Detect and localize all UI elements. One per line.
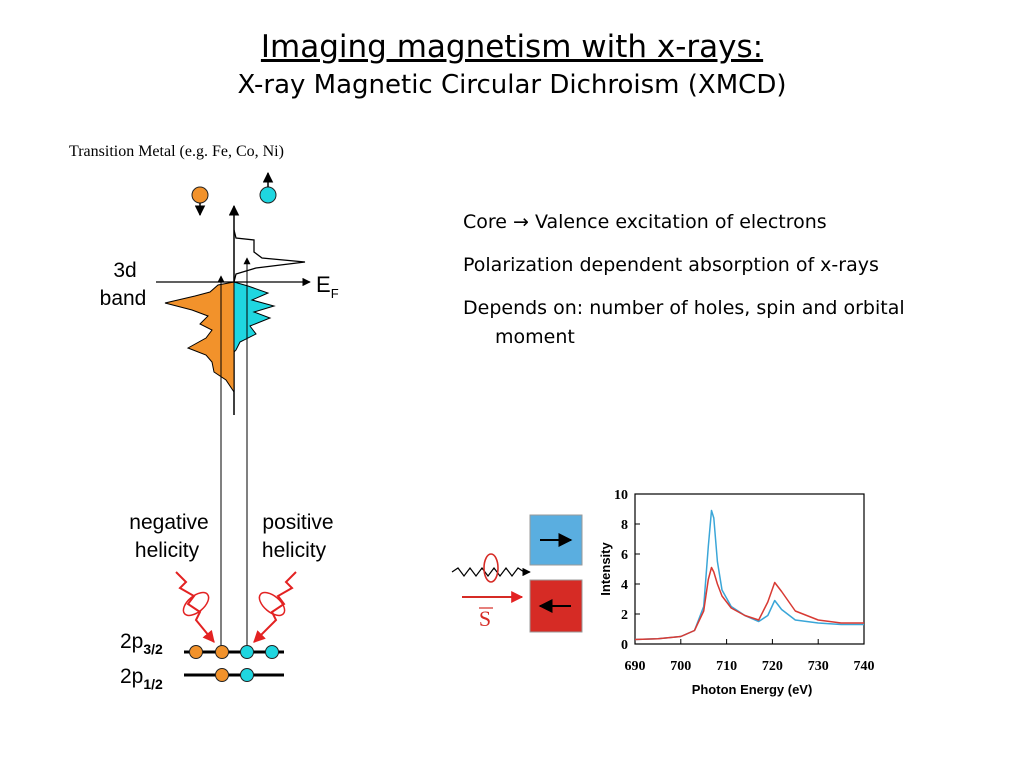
positive-helicity-rotation-icon	[258, 591, 286, 617]
diagram-caption: Transition Metal (e.g. Fe, Co, Ni)	[69, 143, 284, 160]
band-label-3d: 3d	[113, 259, 136, 282]
x-tick-label: 740	[854, 659, 875, 674]
spin-vector-label: S	[479, 606, 491, 631]
bullet-list: Core → Valence excitation of electrons P…	[463, 208, 913, 366]
bullet-item: Polarization dependent absorption of x-r…	[463, 254, 879, 276]
band-label-band: band	[100, 287, 147, 310]
chart-plot-area	[634, 493, 865, 645]
spin-up-electron-icon	[259, 171, 277, 204]
y-tick-label: 10	[614, 488, 628, 503]
x-tick-label: 700	[670, 659, 691, 674]
y-tick-label: 2	[621, 608, 628, 623]
helicity-rotation-icon	[483, 553, 499, 583]
spin-down-electron-icon	[191, 186, 209, 217]
bullet-item: Depends on: number of holes, spin and or…	[463, 297, 905, 348]
chart-ylabel: Intensity	[598, 542, 613, 596]
positive-helicity-photon-icon	[253, 571, 297, 643]
level-2p32-label: 2p3/2	[120, 630, 163, 657]
y-tick-label: 4	[621, 578, 628, 593]
y-tick-label: 6	[621, 548, 628, 563]
series-line-1	[634, 566, 864, 641]
y-tick-label: 8	[621, 518, 628, 533]
negative-helicity-line2: helicity	[135, 539, 200, 562]
negative-helicity-line1: negative	[129, 511, 208, 534]
slide-subtitle: X-ray Magnetic Circular Dichroism (XMCD)	[237, 70, 787, 100]
positive-helicity-line2: helicity	[262, 539, 327, 562]
x-tick-label: 690	[625, 659, 646, 674]
negative-helicity-photon-icon	[175, 571, 215, 643]
unoccupied-dos-outline	[233, 229, 306, 283]
x-tick-label: 710	[716, 659, 737, 674]
slide-title: Imaging magnetism with x-rays:	[260, 29, 764, 65]
series-line-0	[634, 509, 864, 641]
level-2p12-label: 2p1/2	[120, 665, 163, 692]
xray-wave-icon	[451, 567, 525, 577]
positive-helicity-line1: positive	[262, 511, 333, 534]
x-tick-label: 720	[762, 659, 783, 674]
bullet-item: Core → Valence excitation of electrons	[463, 211, 827, 233]
fermi-label: EF	[316, 272, 339, 301]
x-tick-label: 730	[808, 659, 829, 674]
negative-helicity-rotation-icon	[182, 591, 210, 617]
y-tick-label: 0	[621, 638, 628, 653]
title-block: Imaging magnetism with x-rays: X-ray Mag…	[0, 28, 1024, 102]
spin-up-dos	[233, 281, 276, 354]
spin-down-dos	[164, 281, 235, 394]
chart-xlabel: Photon Energy (eV)	[692, 682, 813, 697]
